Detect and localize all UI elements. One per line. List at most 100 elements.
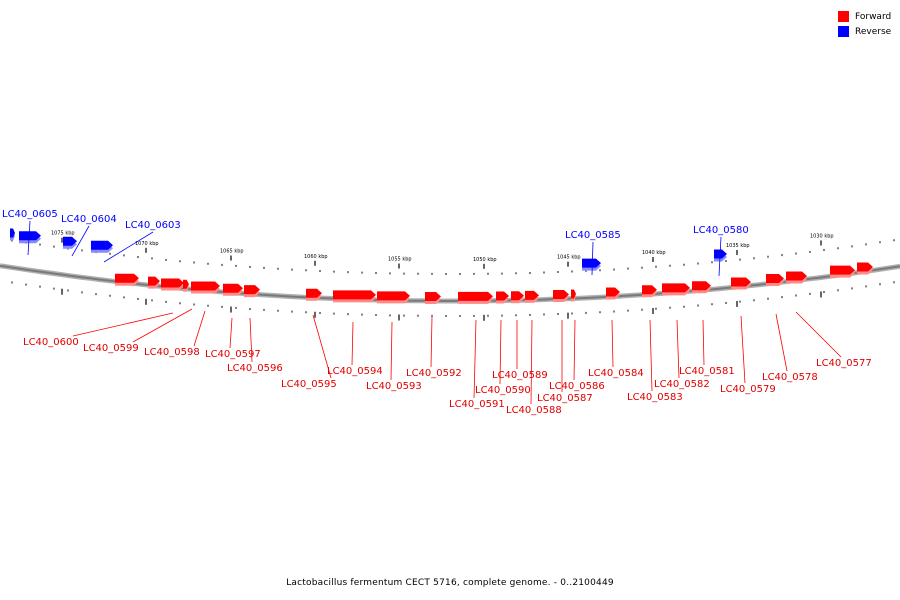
forward-gene-label: LC40_0598 [144,347,200,358]
forward-gene-arrow [830,265,855,275]
legend-forward-label: Forward [855,11,892,22]
forward-gene-arrow [857,262,873,272]
forward-gene-connector [193,310,206,347]
reverse-gene-label: LC40_0580 [693,225,749,236]
scale-tick-label: 1070 kbp [135,241,159,247]
forward-gene-label: LC40_0582 [654,379,710,390]
forward-gene-label: LC40_0596 [227,363,283,374]
forward-gene-arrow [496,291,509,301]
forward-gene-label: LC40_0583 [627,392,683,403]
forward-gene-arrow [766,273,784,283]
forward-gene-connector [72,312,174,337]
scale-tick-label: 1065 kbp [220,249,244,255]
forward-gene-arrow [692,281,711,291]
scale-tick-label: 1060 kbp [304,254,328,260]
forward-swatch [838,11,849,22]
reverse-gene-arrow [91,240,113,250]
forward-gene-arrow [731,277,751,287]
legend-forward: Forward [838,9,891,24]
scale-tick-label: 1075 kbp [51,231,75,237]
reverse-gene-arrow [63,236,77,246]
legend-reverse-label: Reverse [855,26,892,37]
forward-gene-arrow [244,285,260,295]
reverse-gene-arrow [10,228,15,238]
forward-gene-connector [312,314,332,379]
reverse-gene-label: LC40_0604 [61,214,117,225]
forward-gene-label: LC40_0600 [23,337,79,348]
forward-gene-label: LC40_0589 [492,370,548,381]
forward-gene-connector [351,321,354,366]
reverse-gene-label: LC40_0605 [2,209,58,220]
reverse-gene-label: LC40_0603 [125,220,181,231]
forward-gene-arrow [223,283,243,293]
genome-caption: Lactobacillus fermentum CECT 5716, compl… [286,578,614,588]
legend-reverse: Reverse [838,24,891,39]
forward-gene-label: LC40_0586 [549,381,605,392]
forward-gene-connector [249,317,253,363]
forward-gene-arrow [191,281,220,291]
reverse-gene-connector [71,225,90,257]
forward-gene-label: LC40_0578 [762,372,818,383]
reverse-gene-connector [103,231,154,263]
forward-gene-connector [573,319,576,381]
scale-tick-label: 1035 kbp [726,243,750,249]
forward-gene-arrow [642,285,657,295]
forward-gene-arrow [458,291,493,301]
reverse-gene-connector [27,220,31,256]
forward-gene-arrow [115,273,139,283]
forward-gene-arrow [511,291,524,301]
forward-gene-connector [229,317,233,349]
forward-gene-label: LC40_0579 [720,384,776,395]
reverse-gene-arrow [19,231,41,241]
forward-gene-arrow [525,290,539,300]
forward-gene-arrow [425,291,441,301]
forward-gene-arrow [786,271,807,281]
reverse-swatch [838,26,849,37]
forward-gene-label: LC40_0594 [327,366,383,377]
legend: Forward Reverse [838,9,891,39]
scale-tick-label: 1055 kbp [388,257,412,263]
forward-gene-label: LC40_0597 [205,349,261,360]
scale-tick-label: 1040 kbp [642,250,666,256]
forward-gene-connector [775,313,788,372]
forward-gene-arrow [553,289,569,299]
reverse-gene-connector [591,241,594,276]
forward-gene-arrow [606,287,620,297]
forward-gene-connector [702,319,705,366]
forward-gene-label: LC40_0584 [588,368,644,379]
reverse-gene-arrow [582,258,601,268]
scale-tick-label: 1030 kbp [810,233,834,239]
forward-gene-label: LC40_0587 [537,393,593,404]
forward-gene-connector [740,315,746,384]
forward-gene-arrow [377,291,410,301]
reverse-gene-connector [718,236,722,277]
forward-gene-label: LC40_0590 [475,385,531,396]
forward-gene-label: LC40_0591 [449,399,505,410]
forward-gene-arrow [571,289,576,299]
forward-gene-connector [430,316,433,368]
forward-gene-arrow [183,279,189,289]
forward-gene-label: LC40_0595 [281,379,337,390]
forward-gene-label: LC40_0588 [506,405,562,416]
forward-gene-label: LC40_0599 [83,343,139,354]
forward-gene-arrow [148,276,160,286]
forward-gene-label: LC40_0581 [679,366,735,377]
forward-gene-label: LC40_0577 [816,358,872,369]
forward-gene-arrow [161,278,184,288]
forward-gene-connector [676,319,680,379]
forward-gene-connector [795,311,842,358]
reverse-gene-label: LC40_0585 [565,230,621,241]
forward-gene-connector [132,308,193,343]
forward-gene-label: LC40_0593 [366,381,422,392]
forward-gene-connector [649,319,653,392]
forward-gene-connector [499,319,502,385]
forward-gene-connector [473,319,477,399]
scale-tick-label: 1045 kbp [557,255,581,261]
forward-gene-connector [611,319,614,368]
scale-tick-label: 1050 kbp [473,257,497,263]
forward-gene-label: LC40_0592 [406,368,462,379]
forward-gene-arrow [662,283,690,293]
forward-gene-connector [390,321,393,381]
forward-gene-arrow [333,290,376,300]
